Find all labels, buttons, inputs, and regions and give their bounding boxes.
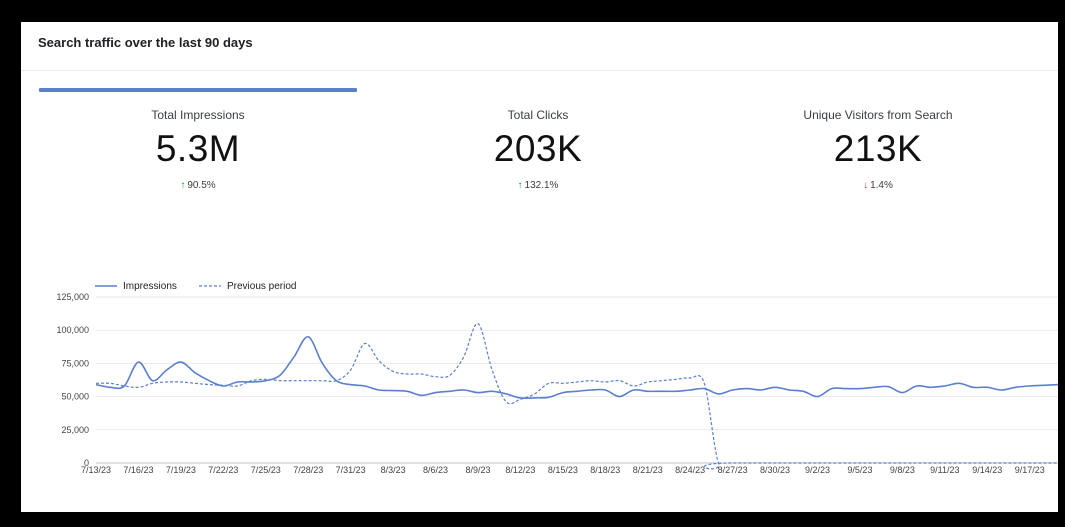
metric-change-value: 132.1% bbox=[524, 180, 559, 191]
x-tick-label: 7/13/23 bbox=[81, 465, 111, 475]
x-tick-label: 8/18/23 bbox=[590, 465, 620, 475]
x-tick-label: 9/8/23 bbox=[890, 465, 915, 475]
series-line-impressions[interactable] bbox=[95, 336, 1058, 400]
x-tick-label: 9/17/23 bbox=[1015, 465, 1045, 475]
x-tick-label: 8/3/23 bbox=[381, 465, 406, 475]
x-axis-ticks: 7/13/23 7/16/23 7/19/23 7/22/23 7/25/23 7/28/… bbox=[81, 465, 1045, 475]
x-tick-label: 7/25/23 bbox=[251, 465, 281, 475]
y-tick-label: 25,000 bbox=[61, 425, 89, 435]
y-tick-label: 125,000 bbox=[56, 292, 89, 302]
y-tick-label: 75,000 bbox=[61, 358, 89, 368]
metric-unique-visitors[interactable]: Unique Visitors from Search 213K ↓ 1.4% bbox=[708, 108, 1048, 191]
metric-change-value: 90.5% bbox=[187, 180, 216, 191]
active-tab-indicator bbox=[39, 88, 357, 92]
legend-label-previous-period: Previous period bbox=[227, 281, 296, 292]
x-tick-label: 7/19/23 bbox=[166, 465, 196, 475]
panel-title: Search traffic over the last 90 days bbox=[38, 35, 253, 50]
metric-label: Unique Visitors from Search bbox=[803, 108, 953, 122]
x-tick-label: 7/28/23 bbox=[293, 465, 323, 475]
y-tick-label: 50,000 bbox=[61, 392, 89, 402]
x-tick-label: 9/14/23 bbox=[972, 465, 1002, 475]
arrow-down-icon: ↓ bbox=[863, 180, 869, 191]
metric-change: ↓ 1.4% bbox=[708, 180, 1048, 191]
x-tick-label: 8/27/23 bbox=[718, 465, 748, 475]
metric-total-impressions[interactable]: Total Impressions 5.3M ↑ 90.5% bbox=[28, 108, 368, 191]
x-tick-label: 7/31/23 bbox=[336, 465, 366, 475]
metric-value: 203K bbox=[493, 128, 583, 169]
x-tick-label: 8/30/23 bbox=[760, 465, 790, 475]
x-tick-label: 9/11/23 bbox=[930, 465, 959, 475]
legend-label-impressions: Impressions bbox=[123, 281, 177, 292]
x-tick-label: 8/21/23 bbox=[633, 465, 663, 475]
chart-series bbox=[95, 322, 1058, 470]
chart-legend[interactable]: Impressions Previous period bbox=[95, 281, 296, 292]
x-tick-label: 7/22/23 bbox=[208, 465, 238, 475]
x-tick-label: 8/15/23 bbox=[548, 465, 578, 475]
arrow-up-icon: ↑ bbox=[517, 180, 523, 191]
chart-gridlines bbox=[96, 296, 1058, 464]
x-tick-label: 8/12/23 bbox=[505, 465, 535, 475]
y-tick-label: 0 bbox=[84, 458, 89, 468]
x-tick-label: 8/24/23 bbox=[675, 465, 705, 475]
metric-change-value: 1.4% bbox=[870, 180, 893, 191]
impressions-line-chart[interactable]: 0 25,000 50,000 75,000 100,000 125,000 7/13/2… bbox=[21, 22, 1058, 512]
x-tick-label: 9/2/23 bbox=[805, 465, 830, 475]
metric-label: Total Impressions bbox=[151, 108, 245, 122]
metric-change: ↑ 132.1% bbox=[368, 180, 708, 191]
arrow-up-icon: ↑ bbox=[180, 180, 186, 191]
x-tick-label: 8/9/23 bbox=[465, 465, 490, 475]
x-tick-label: 8/6/23 bbox=[423, 465, 448, 475]
metric-value: 5.3M bbox=[155, 128, 241, 169]
metric-total-clicks[interactable]: Total Clicks 203K ↑ 132.1% bbox=[368, 108, 708, 191]
panel-header: Search traffic over the last 90 days bbox=[21, 22, 1058, 71]
metric-label: Total Clicks bbox=[507, 108, 569, 122]
y-axis-ticks: 0 25,000 50,000 75,000 100,000 125,000 bbox=[56, 292, 89, 468]
x-tick-label: 7/16/23 bbox=[123, 465, 153, 475]
metric-value: 213K bbox=[833, 128, 923, 169]
metric-change: ↑ 90.5% bbox=[28, 180, 368, 191]
search-traffic-panel: Search traffic over the last 90 days Tot… bbox=[21, 22, 1058, 512]
y-tick-label: 100,000 bbox=[56, 325, 89, 335]
x-tick-label: 9/5/23 bbox=[847, 465, 872, 475]
